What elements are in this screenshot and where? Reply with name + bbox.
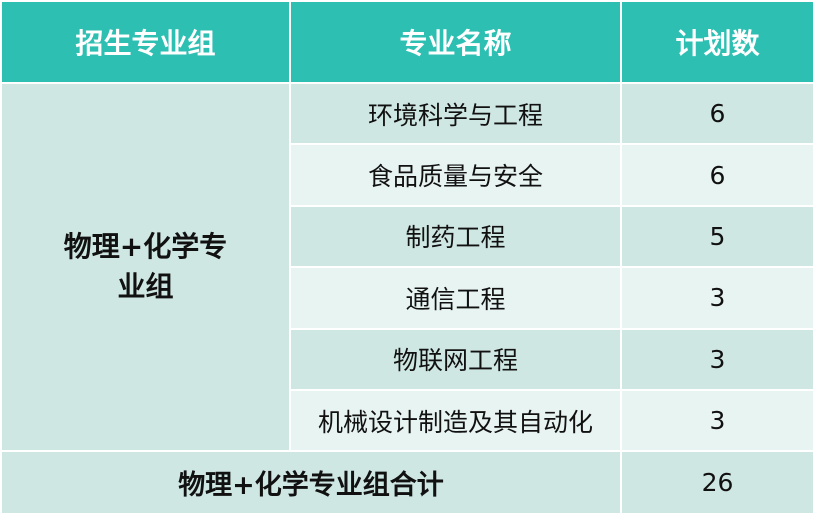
count-cell: 3 [620, 327, 813, 392]
major-cell: 制药工程 [289, 204, 622, 269]
count-cell: 6 [620, 81, 813, 146]
total-label: 物理+化学专业组合计 [0, 450, 622, 515]
major-cell: 物联网工程 [289, 327, 622, 392]
count-cell: 5 [620, 204, 813, 269]
row: 机械设计制造及其自动化 3 [1, 389, 813, 453]
group-label: 物理+化学专业组 [63, 230, 228, 304]
header-cell: 专业名称 [289, 0, 622, 84]
group-cell: 物理+化学专业组 [0, 81, 291, 453]
major-cell: 环境科学与工程 [289, 81, 622, 146]
row: 制药工程 5 [1, 204, 813, 269]
major-cell: 机械设计制造及其自动化 [289, 389, 622, 453]
total-row: 物理+化学专业组合计 26 [0, 450, 813, 515]
row: 通信工程 3 [1, 266, 813, 330]
row: 物联网工程 3 [1, 327, 813, 392]
row: 物理+化学专业组 环境科学与工程 6 [0, 81, 813, 453]
header-cell: 招生专业组 [0, 0, 291, 84]
count-cell: 3 [620, 389, 813, 453]
header-row: 招生专业组 专业名称 计划数 [0, 0, 813, 84]
major-cell: 通信工程 [289, 266, 622, 330]
total-value: 26 [620, 450, 813, 515]
count-cell: 3 [620, 266, 813, 330]
row: 食品质量与安全 6 [1, 143, 813, 207]
major-cell: 食品质量与安全 [289, 143, 622, 207]
count-cell: 6 [620, 143, 813, 207]
header-cell: 计划数 [620, 0, 813, 84]
